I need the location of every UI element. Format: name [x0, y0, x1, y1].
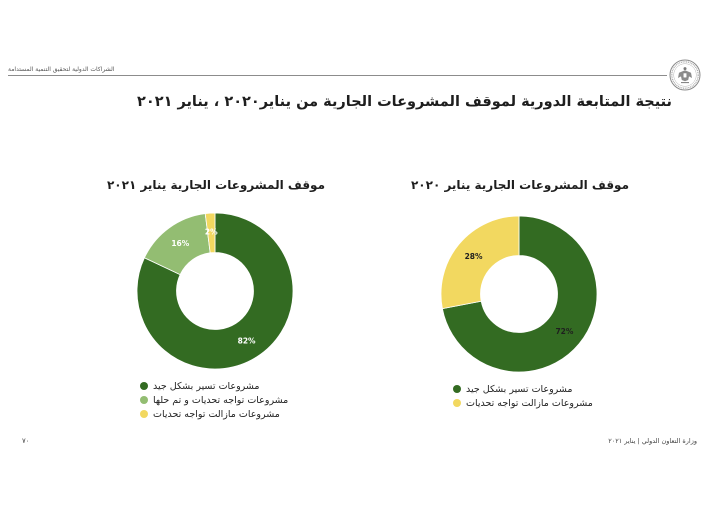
legend-item: مشروعات تسير بشكل جيد: [140, 379, 288, 393]
donut-slice-1: [441, 215, 598, 373]
legend-2021: مشروعات تسير بشكل جيد مشروعات تواجه تحدي…: [140, 379, 288, 421]
header-divider: [8, 75, 667, 76]
legend-swatch: [140, 396, 148, 404]
legend-swatch: [453, 399, 461, 407]
donut-slice-2: [440, 215, 520, 310]
data-label-2: 28%: [465, 252, 483, 261]
legend-swatch: [140, 410, 148, 418]
legend-2020: مشروعات تسير بشكل جيد مشروعات مازالت توا…: [453, 382, 593, 410]
donut-chart-2021: 82% 16% 2%: [136, 212, 294, 370]
legend-label: مشروعات تسير بشكل جيد: [153, 380, 260, 392]
donut-slice-1: [136, 212, 294, 370]
report-label: الشراكات الدولية لتحقيق التنمية المستدام…: [8, 66, 115, 73]
data-label-1: 82%: [238, 336, 256, 345]
page-title: نتيجة المتابعة الدورية لموقف المشروعات ا…: [137, 94, 672, 110]
chart-title-2021: موقف المشروعات الجارية يناير ٢٠٢١: [106, 178, 325, 192]
legend-label: مشروعات تواجه تحديات و تم حلها: [153, 394, 289, 406]
legend-label: مشروعات تسير بشكل جيد: [466, 383, 573, 395]
legend-item: مشروعات تسير بشكل جيد: [453, 382, 593, 396]
data-label-2: 16%: [171, 239, 189, 248]
data-label-1: 72%: [555, 327, 573, 336]
donut-slice-3: [204, 212, 216, 254]
chart-title-2020: موقف المشروعات الجارية يناير ٢٠٢٠: [410, 178, 629, 192]
legend-item: مشروعات مازالت تواجه تحديات: [140, 407, 288, 421]
donut-chart-2020: 72% 28%: [440, 215, 598, 373]
footer-source: وزارة التعاون الدولي | يناير ٢٠٢١: [608, 437, 697, 445]
legend-swatch: [453, 385, 461, 393]
legend-label: مشروعات مازالت تواجه تحديات: [466, 397, 593, 409]
legend-label: مشروعات مازالت تواجه تحديات: [153, 408, 280, 420]
data-label-3: 2%: [205, 228, 218, 237]
legend-swatch: [140, 382, 148, 390]
legend-item: مشروعات تواجه تحديات و تم حلها: [140, 393, 288, 407]
legend-item: مشروعات مازالت تواجه تحديات: [453, 396, 593, 410]
page-number: ٧٠: [22, 437, 30, 445]
egypt-eagle-emblem-icon: [669, 59, 701, 91]
